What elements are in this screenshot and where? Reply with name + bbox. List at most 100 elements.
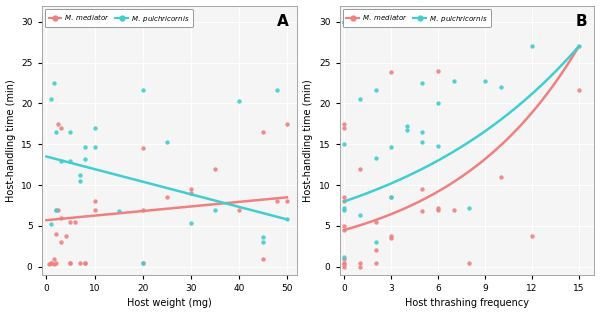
X-axis label: Host weight (mg): Host weight (mg) <box>127 298 211 308</box>
Point <box>340 205 349 210</box>
Point <box>480 78 490 83</box>
Point <box>340 223 349 228</box>
Point <box>210 166 220 171</box>
Point <box>355 264 365 269</box>
Point <box>355 97 365 102</box>
Point <box>340 260 349 265</box>
Point <box>56 240 65 245</box>
Point <box>56 126 65 131</box>
Point <box>449 78 458 83</box>
Point <box>402 124 412 129</box>
Point <box>56 215 65 220</box>
Point <box>340 19 349 24</box>
Point <box>386 195 396 200</box>
Point <box>53 122 63 127</box>
Point <box>44 262 53 267</box>
Point <box>282 199 292 204</box>
Point <box>162 139 172 144</box>
Point <box>464 205 474 210</box>
Point <box>371 260 380 265</box>
Point <box>138 146 148 151</box>
Point <box>162 195 172 200</box>
Point <box>186 191 196 196</box>
Point <box>340 207 349 212</box>
Point <box>433 68 443 73</box>
Point <box>114 209 124 214</box>
Point <box>258 130 268 135</box>
Point <box>71 219 80 224</box>
Point <box>49 262 58 267</box>
Point <box>340 227 349 232</box>
Point <box>46 261 56 266</box>
Point <box>272 199 282 204</box>
Y-axis label: Host-handling time (min): Host-handling time (min) <box>5 79 16 202</box>
Point <box>355 260 365 265</box>
Point <box>496 85 505 90</box>
Point <box>433 143 443 149</box>
Point <box>80 144 90 149</box>
Point <box>51 260 61 265</box>
Point <box>80 260 90 265</box>
Point <box>418 130 427 135</box>
Point <box>80 260 90 265</box>
Legend: $\it{M.}$ $\it{mediator}$, $\it{M.}$ $\it{pulchricornis}$: $\it{M.}$ $\it{mediator}$, $\it{M.}$ $\i… <box>45 9 193 27</box>
Point <box>402 128 412 133</box>
Point <box>76 260 85 265</box>
Point <box>371 248 380 253</box>
Point <box>56 158 65 163</box>
Point <box>340 199 349 204</box>
Point <box>340 262 349 267</box>
X-axis label: Host thrashing frequency: Host thrashing frequency <box>405 298 529 308</box>
Point <box>371 87 380 92</box>
Point <box>53 207 63 212</box>
Point <box>282 122 292 127</box>
Point <box>371 156 380 161</box>
Point <box>51 231 61 236</box>
Point <box>340 142 349 147</box>
Point <box>386 236 396 241</box>
Text: B: B <box>575 14 587 29</box>
Point <box>340 126 349 131</box>
Y-axis label: Host-handling time (min): Host-handling time (min) <box>304 79 313 202</box>
Point <box>90 207 100 212</box>
Point <box>65 261 75 266</box>
Point <box>433 101 443 106</box>
Point <box>46 97 56 102</box>
Point <box>49 81 58 86</box>
Point <box>186 221 196 226</box>
Point <box>210 207 220 212</box>
Point <box>496 174 505 179</box>
Point <box>340 256 349 261</box>
Point <box>76 178 85 183</box>
Point <box>418 209 427 214</box>
Point <box>138 261 148 266</box>
Point <box>449 207 458 212</box>
Point <box>418 139 427 144</box>
Point <box>433 205 443 210</box>
Point <box>371 219 380 224</box>
Point <box>272 87 282 92</box>
Point <box>433 207 443 212</box>
Point <box>90 144 100 149</box>
Point <box>574 87 584 92</box>
Point <box>76 173 85 178</box>
Point <box>138 87 148 92</box>
Point <box>90 126 100 131</box>
Point <box>186 187 196 192</box>
Point <box>44 19 53 24</box>
Point <box>371 240 380 245</box>
Point <box>49 256 58 261</box>
Point <box>65 260 75 265</box>
Point <box>355 166 365 171</box>
Point <box>65 130 75 135</box>
Point <box>258 234 268 239</box>
Point <box>46 260 56 265</box>
Point <box>234 207 244 212</box>
Point <box>340 254 349 259</box>
Point <box>386 144 396 149</box>
Point <box>51 130 61 135</box>
Point <box>51 207 61 212</box>
Point <box>65 158 75 163</box>
Point <box>340 122 349 127</box>
Text: A: A <box>277 14 289 29</box>
